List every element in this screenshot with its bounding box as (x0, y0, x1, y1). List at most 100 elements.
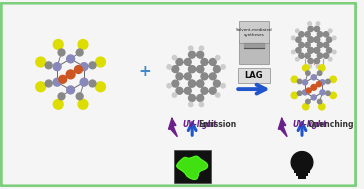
Circle shape (305, 42, 310, 48)
Circle shape (328, 57, 332, 61)
Circle shape (328, 29, 332, 33)
Circle shape (311, 95, 316, 100)
Circle shape (184, 59, 191, 65)
Circle shape (302, 65, 309, 71)
Circle shape (59, 75, 67, 83)
Circle shape (299, 53, 304, 58)
Circle shape (197, 66, 203, 73)
Circle shape (189, 66, 195, 73)
Circle shape (53, 99, 63, 109)
Circle shape (308, 48, 313, 53)
Circle shape (314, 37, 320, 42)
Polygon shape (177, 156, 207, 179)
Circle shape (167, 65, 171, 69)
Circle shape (201, 87, 208, 94)
Circle shape (317, 42, 323, 48)
Text: Solvent-mediated
syntheses: Solvent-mediated syntheses (236, 28, 272, 36)
Circle shape (189, 95, 195, 101)
Circle shape (320, 80, 325, 85)
Circle shape (189, 66, 195, 73)
Circle shape (36, 82, 46, 92)
Circle shape (314, 37, 320, 42)
Polygon shape (169, 118, 177, 137)
Circle shape (184, 73, 191, 80)
Circle shape (308, 65, 311, 68)
Circle shape (221, 84, 225, 88)
Circle shape (305, 32, 310, 37)
Circle shape (201, 73, 208, 80)
Text: +: + (139, 64, 151, 79)
Circle shape (53, 63, 61, 70)
Circle shape (201, 59, 208, 65)
Circle shape (308, 48, 313, 53)
Circle shape (305, 53, 310, 58)
Circle shape (172, 93, 177, 97)
FancyBboxPatch shape (174, 150, 211, 183)
Circle shape (215, 93, 220, 97)
Circle shape (197, 80, 203, 87)
Circle shape (45, 62, 52, 69)
Circle shape (189, 80, 195, 87)
Circle shape (80, 63, 88, 70)
Circle shape (330, 92, 336, 98)
Circle shape (317, 53, 323, 58)
Circle shape (311, 84, 317, 90)
FancyBboxPatch shape (239, 21, 269, 43)
Circle shape (189, 51, 195, 58)
Text: Emission: Emission (198, 120, 236, 129)
Circle shape (306, 71, 310, 75)
Circle shape (96, 82, 106, 92)
FancyBboxPatch shape (294, 170, 310, 173)
Circle shape (306, 88, 311, 93)
Circle shape (75, 66, 82, 73)
Circle shape (291, 92, 298, 98)
Circle shape (199, 46, 203, 50)
Circle shape (215, 56, 220, 60)
Circle shape (172, 56, 177, 60)
Circle shape (299, 32, 304, 37)
Circle shape (318, 104, 325, 110)
Circle shape (53, 40, 63, 49)
Circle shape (176, 59, 183, 65)
Circle shape (292, 50, 295, 54)
Circle shape (327, 48, 332, 53)
Circle shape (314, 58, 320, 64)
Circle shape (317, 32, 323, 37)
Circle shape (308, 26, 313, 32)
Circle shape (316, 82, 321, 87)
Circle shape (314, 48, 320, 53)
FancyBboxPatch shape (238, 67, 270, 83)
Circle shape (311, 75, 316, 80)
Circle shape (308, 22, 311, 25)
Circle shape (327, 37, 332, 42)
Text: UV-light: UV-light (292, 120, 327, 129)
Circle shape (316, 65, 320, 68)
Circle shape (296, 29, 299, 33)
Circle shape (78, 99, 88, 109)
Circle shape (296, 37, 301, 42)
Text: Quenching: Quenching (308, 120, 355, 129)
Circle shape (58, 49, 65, 56)
Circle shape (297, 79, 302, 84)
Text: UV-light: UV-light (182, 120, 217, 129)
Circle shape (197, 51, 203, 58)
FancyBboxPatch shape (239, 40, 269, 64)
Circle shape (316, 22, 320, 25)
Circle shape (326, 79, 330, 84)
Circle shape (314, 37, 320, 42)
Circle shape (67, 86, 75, 94)
Circle shape (299, 42, 304, 48)
Circle shape (209, 87, 216, 94)
Circle shape (317, 71, 322, 75)
Circle shape (306, 99, 310, 104)
Circle shape (320, 90, 325, 95)
Circle shape (213, 80, 220, 87)
Circle shape (197, 66, 203, 73)
Circle shape (172, 80, 179, 87)
Circle shape (80, 78, 88, 86)
Circle shape (45, 80, 52, 87)
Circle shape (53, 78, 61, 86)
Circle shape (308, 37, 313, 42)
Circle shape (302, 104, 309, 110)
Text: LAG: LAG (245, 71, 263, 80)
